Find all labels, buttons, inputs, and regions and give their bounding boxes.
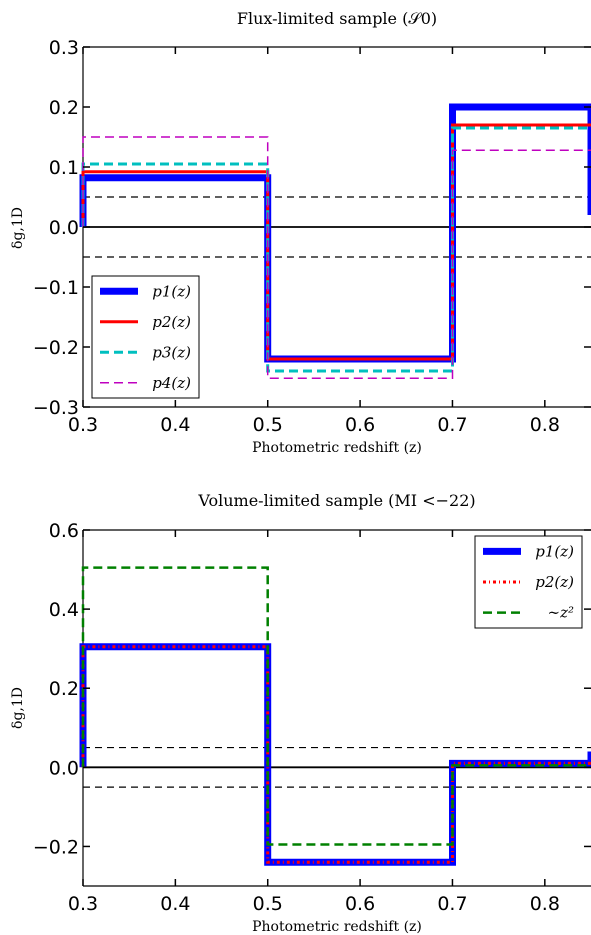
y-tick-label: −0.2 <box>33 836 79 858</box>
y-axis-label: δg,1D <box>10 687 26 729</box>
y-tick-label: 0.4 <box>49 599 79 621</box>
x-tick-label: 0.8 <box>530 893 560 915</box>
legend-label: p1(z) <box>152 282 191 300</box>
legend-label: p4(z) <box>152 374 191 392</box>
legend-label: ∼z² <box>548 604 574 622</box>
flux-limited-panel: Flux-limited sample (𝒮0) Photometric red… <box>10 9 591 456</box>
legend-label: p2(z) <box>152 313 191 331</box>
y-tick-label: 0.3 <box>49 37 79 59</box>
y-tick-label: −0.2 <box>33 337 79 359</box>
x-tick-label: 0.5 <box>253 414 283 436</box>
x-tick-label: 0.7 <box>437 414 467 436</box>
legend-label: p1(z) <box>535 542 574 560</box>
x-tick-label: 0.4 <box>160 414 190 436</box>
series-line-4 <box>82 136 591 379</box>
series-line-2 <box>81 645 591 864</box>
legend-box <box>91 275 200 399</box>
y-tick-label: −0.3 <box>33 397 79 419</box>
x-axis-label: Photometric redshift (z) <box>252 919 422 935</box>
x-tick-label: 0.7 <box>437 893 467 915</box>
y-tick-label: 0.6 <box>49 520 79 542</box>
x-tick-label: 0.4 <box>160 893 190 915</box>
y-tick-label: −0.1 <box>33 277 79 299</box>
legend-label: p2(z) <box>535 573 574 591</box>
chart-title: Flux-limited sample (𝒮0) <box>237 9 437 28</box>
plot-area: 0.3 0.4 0.5 0.6 0.7 0.8 −0.3 −0.2 −0.1 0.0 0.1 0.2 0… <box>33 37 591 436</box>
y-tick-label: 0.2 <box>49 97 79 119</box>
x-tick-label: 0.8 <box>530 414 560 436</box>
y-tick-label: 0.2 <box>49 678 79 700</box>
legend: p1(z) p2(z) ∼z² <box>474 535 583 629</box>
x-tick-label: 0.6 <box>345 893 375 915</box>
x-tick-label: 0.5 <box>253 893 283 915</box>
chart-title: Volume-limited sample (MI <−22) <box>197 491 475 510</box>
y-tick-label: 0.0 <box>49 757 79 779</box>
volume-limited-panel: Volume-limited sample (MI <−22) Photomet… <box>10 491 591 935</box>
legend: p1(z) p2(z) p3(z) p4(z) <box>91 275 200 399</box>
plot-area: 0.3 0.4 0.5 0.6 0.7 0.8 −0.2 0.0 0.2 0.4 0.6 <box>33 520 591 915</box>
x-tick-label: 0.3 <box>68 893 98 915</box>
x-tick-label: 0.6 <box>345 414 375 436</box>
y-tick-label: 0.1 <box>49 157 79 179</box>
x-axis-label: Photometric redshift (z) <box>252 440 422 456</box>
legend-label: p3(z) <box>152 343 191 361</box>
y-tick-label: 0.0 <box>49 217 79 239</box>
y-axis-label: δg,1D <box>10 207 26 249</box>
series-line-1 <box>79 643 591 866</box>
series-line-3 <box>81 566 591 846</box>
x-tick-label: 0.3 <box>68 414 98 436</box>
